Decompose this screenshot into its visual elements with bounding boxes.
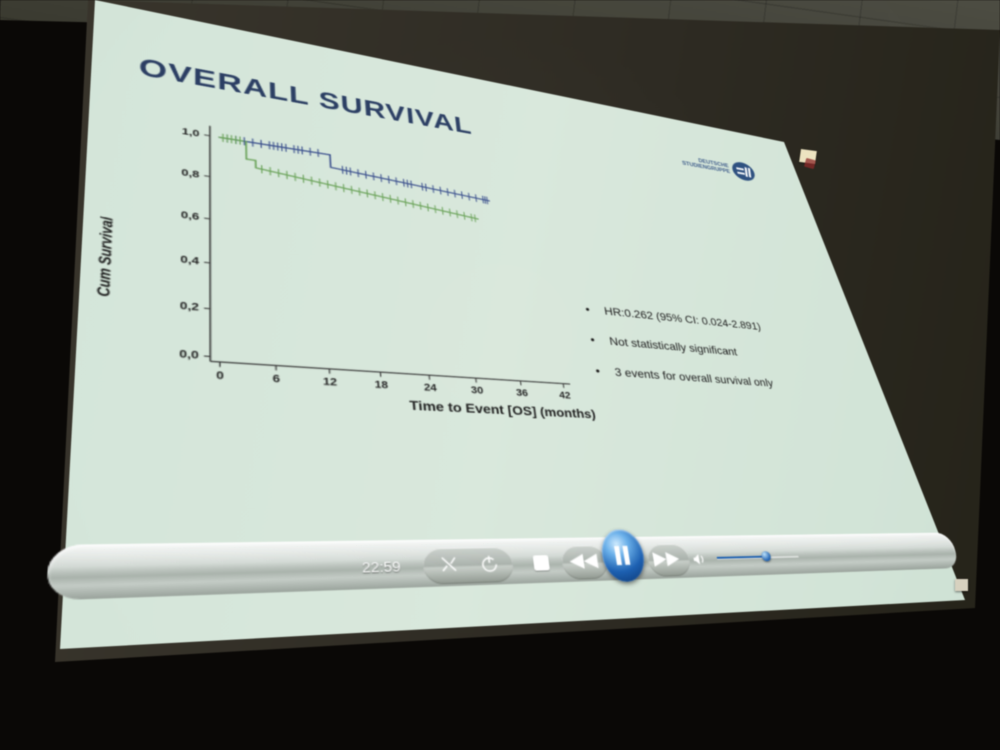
svg-text:18: 18 [374, 380, 389, 392]
svg-text:0,0: 0,0 [179, 349, 199, 362]
svg-text:24: 24 [423, 382, 437, 393]
svg-text:0,6: 0,6 [181, 210, 200, 222]
svg-text:0,4: 0,4 [180, 255, 200, 268]
svg-text:0: 0 [216, 370, 224, 382]
svg-text:36: 36 [516, 388, 529, 399]
svg-text:0,2: 0,2 [180, 301, 199, 314]
svg-text:6: 6 [273, 373, 281, 385]
svg-text:42: 42 [559, 391, 572, 402]
svg-text:30: 30 [470, 385, 483, 396]
svg-text:12: 12 [323, 376, 338, 388]
svg-text:0,8: 0,8 [181, 168, 200, 180]
svg-text:1,0: 1,0 [182, 127, 200, 139]
